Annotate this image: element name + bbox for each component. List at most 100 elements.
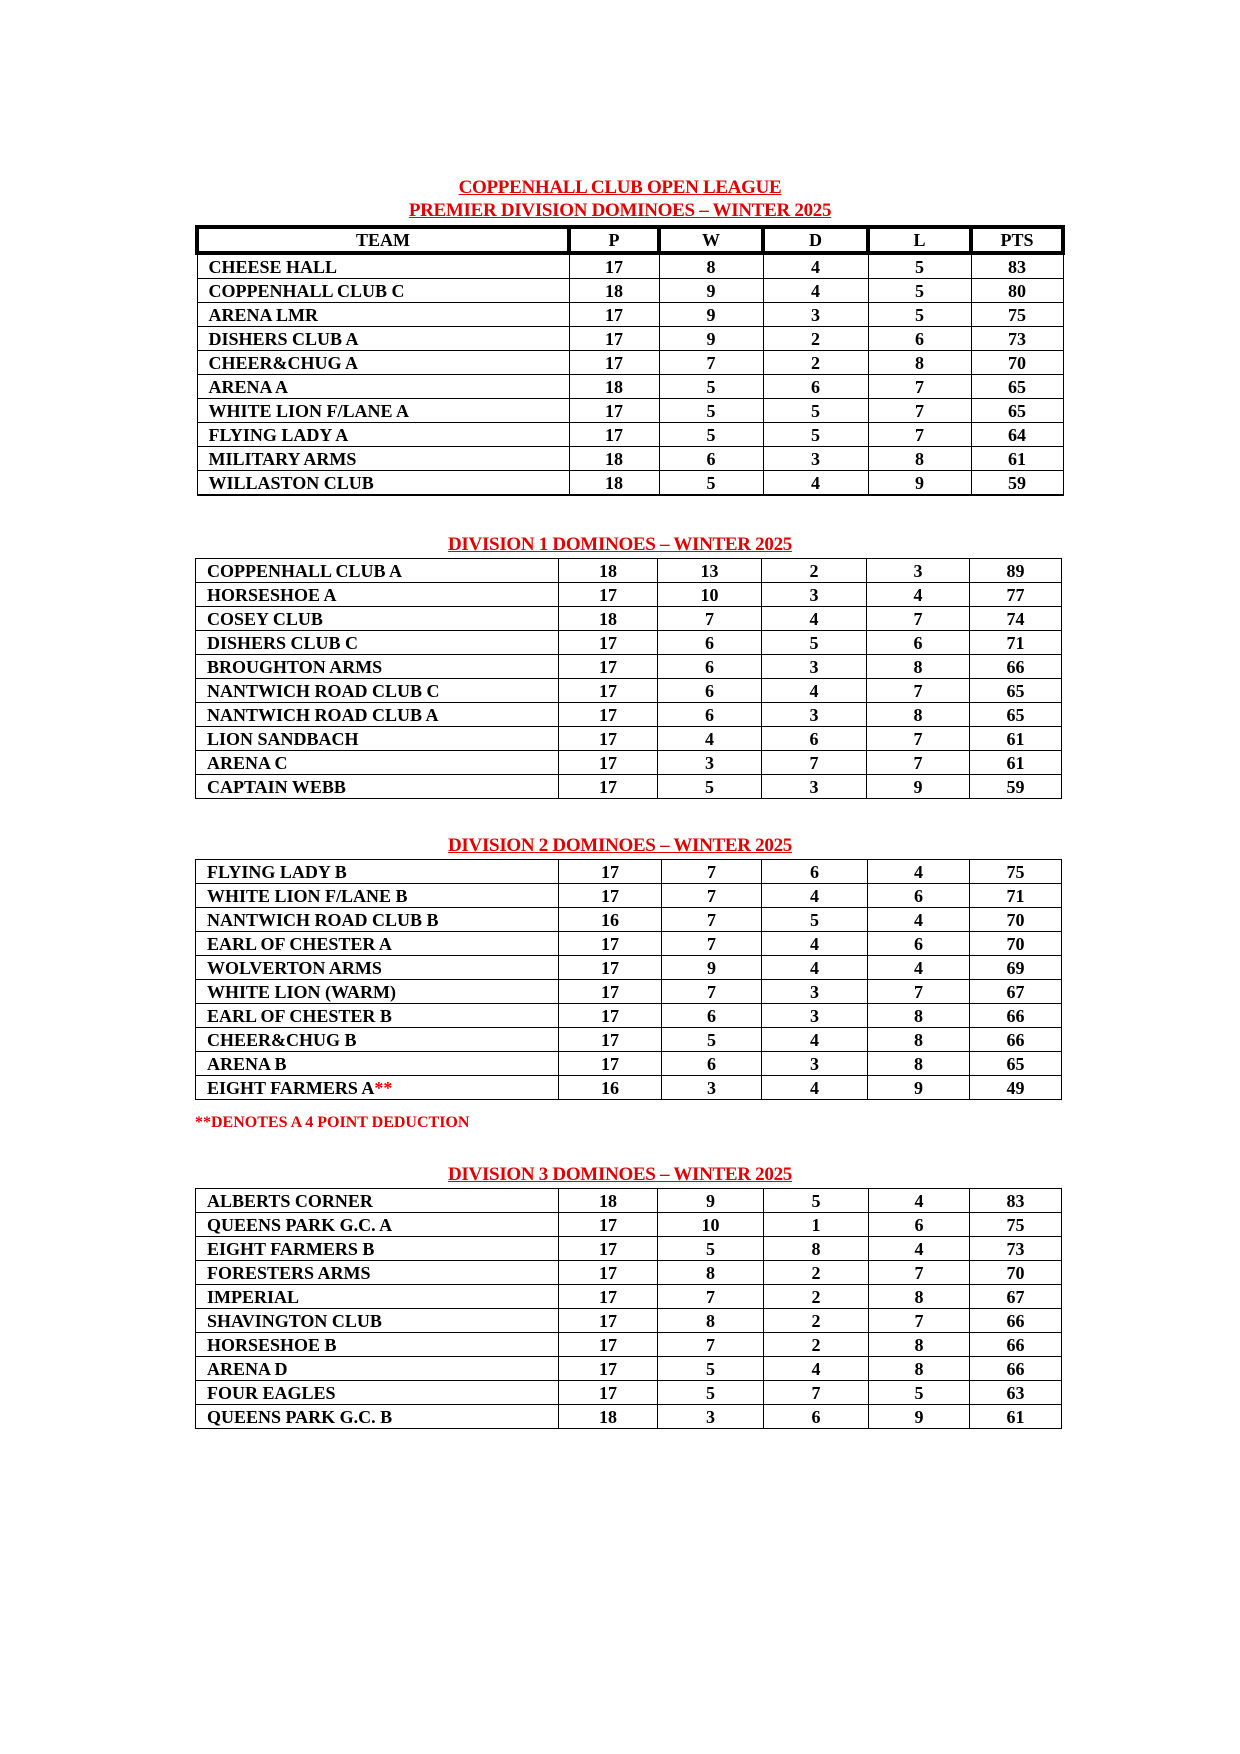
team-value: HORSESHOE B [207,1334,337,1355]
won-value: 5 [707,1029,716,1050]
cell-lost: 8 [867,1003,970,1028]
cell-drawn: 4 [761,606,867,631]
cell-drawn: 4 [761,883,868,908]
points-value: 59 [1006,776,1025,797]
lost-value: 6 [915,328,924,349]
cell-points: 89 [969,558,1062,583]
drawn-value: 3 [811,304,820,325]
table-row: ARENA LMR 17 9 3 5 75 [196,302,1064,327]
drawn-value: 5 [811,1190,821,1211]
cell-team: HORSESHOE B [195,1332,559,1357]
cell-won: 5 [657,1356,764,1381]
cell-points: 71 [969,883,1062,908]
cell-drawn: 4 [761,1075,868,1100]
cell-won: 9 [658,278,764,303]
played-value: 16 [601,1077,619,1098]
points-value: 83 [1006,1190,1025,1211]
cell-points: 49 [969,1075,1062,1100]
cell-team: DISHERS CLUB A [196,326,570,351]
lost-value: 7 [915,400,924,421]
lost-value: 8 [915,352,924,373]
deduction-note: **DENOTES A 4 POINT DEDUCTION [195,1114,470,1131]
drawn-value: 5 [810,909,819,930]
drawn-value: 6 [811,1406,821,1427]
drawn-value: 5 [811,424,820,445]
lost-value: 8 [914,1358,924,1379]
cell-points: 67 [969,1284,1062,1309]
drawn-value: 3 [809,656,819,677]
points-value: 65 [1008,376,1026,397]
drawn-value: 7 [809,752,819,773]
cell-points: 80 [970,278,1064,303]
cell-points: 75 [969,859,1062,884]
team-value: FORESTERS ARMS [207,1262,371,1283]
won-value: 7 [706,352,716,373]
played-value: 17 [599,680,617,701]
cell-points: 66 [969,1027,1062,1052]
cell-drawn: 6 [762,374,869,399]
cell-drawn: 7 [763,1380,869,1405]
lost-value: 8 [913,704,923,725]
cell-team: WILLASTON CLUB [196,470,570,496]
cell-team: NANTWICH ROAD CLUB A [195,702,559,727]
cell-team: EARL OF CHESTER B [195,1003,559,1028]
won-value: 6 [707,1005,716,1026]
points-value: 77 [1006,584,1025,605]
team-value: EIGHT FARMERS A [207,1077,375,1098]
cell-drawn: 2 [762,350,869,375]
won-value: 10 [700,584,719,605]
won-value: 9 [706,280,716,301]
cell-won: 7 [657,1332,764,1357]
cell-won: 9 [658,302,764,327]
cell-won: 10 [657,1212,764,1237]
lost-value: 8 [914,1005,923,1026]
cell-won: 5 [658,374,764,399]
drawn-value: 3 [809,776,819,797]
cell-won: 7 [657,606,762,631]
cell-points: 61 [969,1404,1062,1429]
drawn-value: 6 [809,728,819,749]
cell-lost: 4 [868,1236,970,1261]
lost-value: 5 [914,1382,924,1403]
points-value: 66 [1006,656,1025,677]
played-value: 17 [599,1334,617,1355]
table-row: ARENA D 17 5 4 8 66 [195,1356,1062,1381]
cell-points: 65 [969,1051,1062,1076]
cell-played: 17 [558,1308,658,1333]
cell-played: 17 [558,702,658,727]
table-row: COSEY CLUB 18 7 4 7 74 [195,606,1062,631]
cell-points: 70 [969,931,1062,956]
points-value: 65 [1008,400,1026,421]
drawn-value: 4 [811,256,820,277]
played-value: 17 [599,776,617,797]
played-value: 17 [605,256,623,277]
cell-drawn: 4 [761,931,868,956]
cell-points: 66 [969,654,1062,679]
drawn-value: 4 [810,1029,819,1050]
played-value: 17 [599,632,617,653]
team-value: WOLVERTON ARMS [207,957,382,978]
drawn-value: 3 [809,704,819,725]
cell-points: 64 [970,422,1064,447]
table-row: WOLVERTON ARMS 17 9 4 4 69 [195,955,1062,980]
lost-value: 4 [914,909,923,930]
cell-team: QUEENS PARK G.C. A [195,1212,559,1237]
cell-won: 13 [657,558,762,583]
points-value: 70 [1006,1262,1025,1283]
won-value: 5 [706,1238,715,1259]
team-value: QUEENS PARK G.C. A [207,1214,393,1235]
team-value: WHITE LION F/LANE A [208,400,410,421]
team-value: ARENA C [207,752,288,773]
cell-points: 67 [969,979,1062,1004]
cell-played: 17 [568,422,660,447]
cell-drawn: 7 [761,750,867,775]
cell-won: 6 [661,1003,762,1028]
points-value: 59 [1008,472,1026,493]
cell-drawn: 3 [762,302,869,327]
won-value: 3 [707,1077,716,1098]
cell-drawn: 2 [763,1308,869,1333]
cell-drawn: 5 [762,422,869,447]
points-value: 70 [1006,909,1025,930]
cell-lost: 5 [867,252,972,279]
points-value: 83 [1008,256,1026,277]
